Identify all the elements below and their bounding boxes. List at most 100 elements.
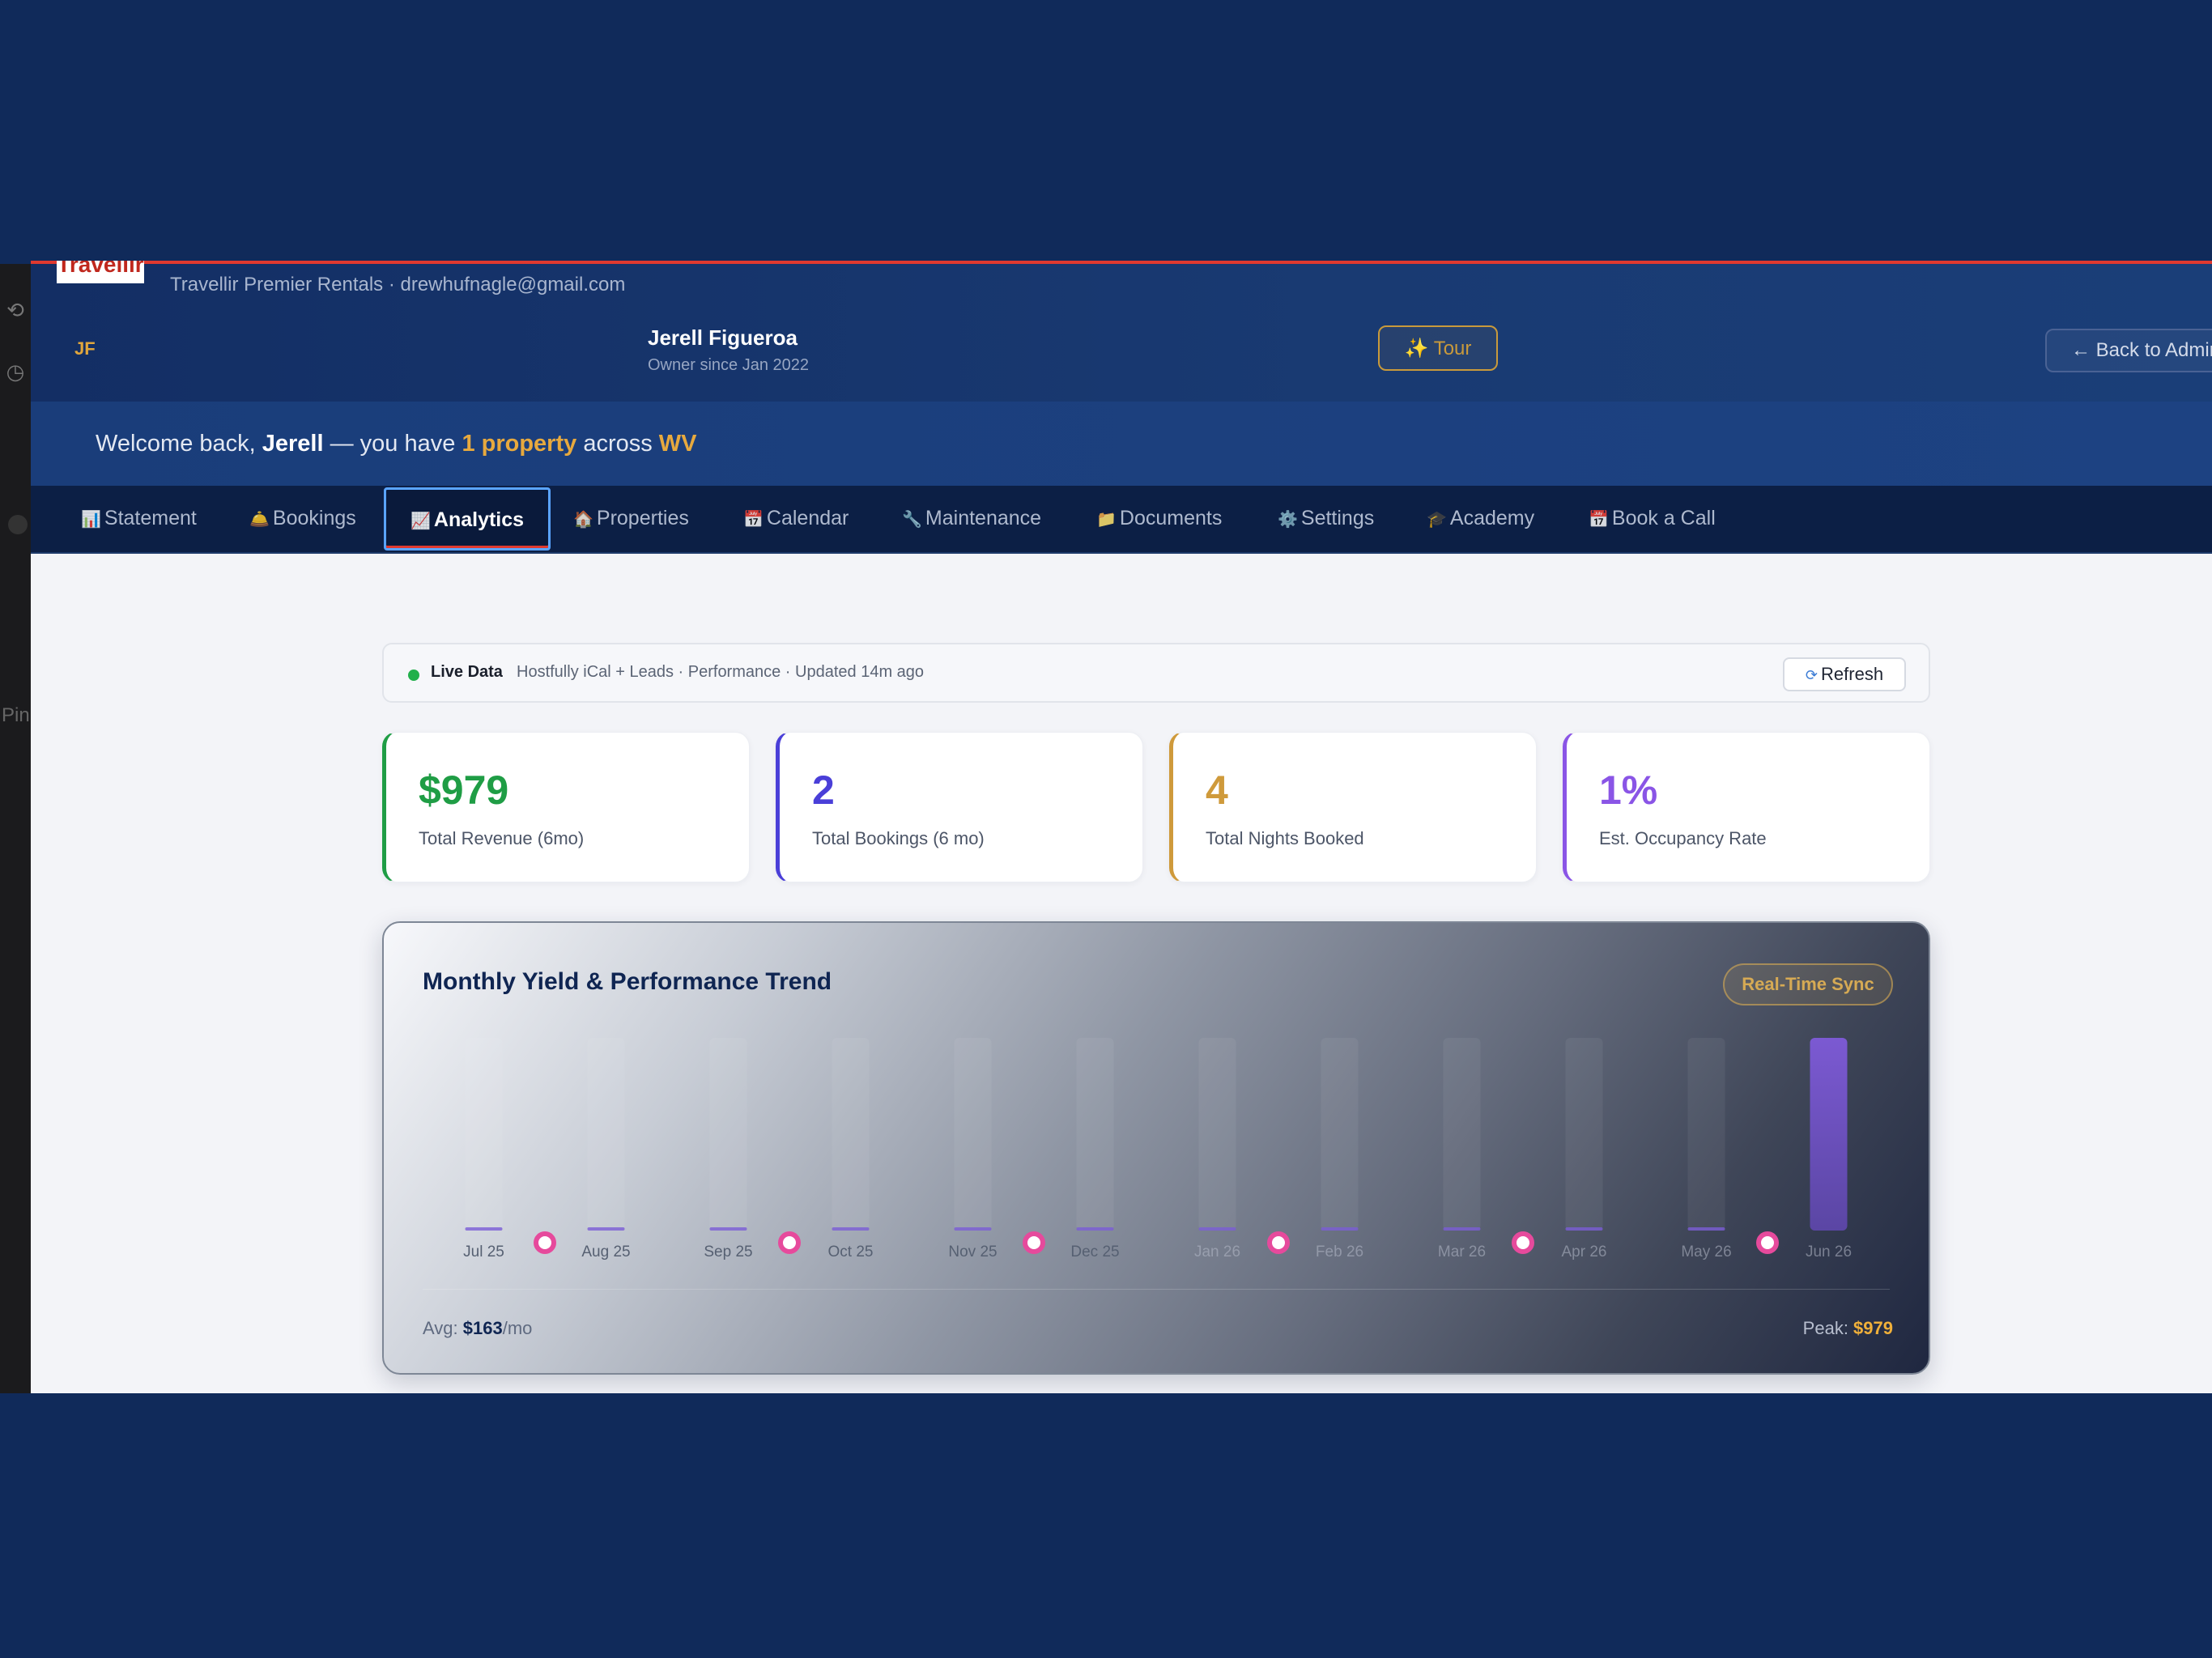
tab-analytics[interactable]: 📈 Analytics xyxy=(384,487,551,551)
tab-properties[interactable]: 🏠 Properties xyxy=(573,507,689,529)
tick-label: Oct 25 xyxy=(828,1244,874,1261)
bar-track xyxy=(832,1038,870,1231)
chart-icon: 📈 xyxy=(410,512,431,530)
stat-card-occupancy: 1% Est. Occupancy Rate xyxy=(1563,732,1930,882)
yield-trend-chart-card: Jul 25 Aug 25 Sep 25 Oct 25 Nov 25 Dec 25 Jan … xyxy=(382,921,1930,1375)
tick-label: Apr 26 xyxy=(1562,1244,1607,1261)
gear-icon: ⚙️ xyxy=(1278,511,1298,529)
welcome-banner: Welcome back, Jerell — you have 1 proper… xyxy=(31,402,2212,487)
bar-feb-26[interactable] xyxy=(1321,1227,1359,1231)
graduation-cap-icon: 🎓 xyxy=(1427,511,1447,529)
stat-card-revenue: $979 Total Revenue (6mo) xyxy=(382,732,750,882)
stat-label: Total Revenue (6mo) xyxy=(419,828,585,848)
owner-name: Jerell Figueroa xyxy=(648,325,798,350)
tab-bar: 📊 Statement 🛎️ Bookings 📈 Analytics 🏠 Proper… xyxy=(31,486,2212,554)
trend-point[interactable] xyxy=(534,1231,556,1254)
bar-sep-25[interactable] xyxy=(709,1227,747,1231)
bar-track xyxy=(1565,1038,1603,1231)
trend-point[interactable] xyxy=(1267,1231,1290,1254)
trend-point[interactable] xyxy=(1512,1231,1534,1254)
tick-label: Feb 26 xyxy=(1316,1244,1363,1261)
stat-value: $979 xyxy=(419,767,509,813)
stat-label: Total Bookings (6 mo) xyxy=(812,828,985,848)
bar-track xyxy=(1076,1038,1114,1231)
top-accent-line xyxy=(31,261,2212,264)
bar-nov-25[interactable] xyxy=(954,1227,992,1231)
bar-track xyxy=(587,1038,625,1231)
tick-label: Mar 26 xyxy=(1438,1244,1486,1261)
bar-jul-25[interactable] xyxy=(465,1227,503,1231)
bar-jan-26[interactable] xyxy=(1198,1227,1236,1231)
company-line: Travellir Premier Rentals · drewhufnagle… xyxy=(170,274,626,295)
tick-label: May 26 xyxy=(1681,1244,1731,1261)
bar-track xyxy=(1443,1038,1481,1231)
owner-portal: Travellir Travellir Premier Rentals · dr… xyxy=(31,261,2212,1393)
stat-value: 1% xyxy=(1599,767,1658,813)
bar-oct-25[interactable] xyxy=(832,1227,870,1231)
analytics-content: Live Data Hostfully iCal + Leads · Perfo… xyxy=(31,554,2212,1393)
tab-academy[interactable]: 🎓 Academy xyxy=(1427,507,1535,529)
owner-since: Owner since Jan 2022 xyxy=(648,356,810,374)
bar-mar-26[interactable] xyxy=(1443,1227,1481,1231)
bell-icon: 🛎️ xyxy=(249,511,270,529)
bar-aug-25[interactable] xyxy=(587,1227,625,1231)
clock-icon[interactable]: ◷ xyxy=(6,359,25,384)
tab-bookings[interactable]: 🛎️ Bookings xyxy=(249,507,356,529)
bar-dec-25[interactable] xyxy=(1076,1227,1114,1231)
bar-apr-26[interactable] xyxy=(1565,1227,1603,1231)
tick-label: Jan 26 xyxy=(1194,1244,1240,1261)
refresh-icon: ⟳ xyxy=(1805,667,1819,683)
portal-header: Travellir Travellir Premier Rentals · dr… xyxy=(31,261,2212,402)
tab-documents[interactable]: 📁 Documents xyxy=(1096,507,1223,529)
bar-track xyxy=(465,1038,503,1231)
wrench-icon: 🔧 xyxy=(902,511,922,529)
stat-card-bookings: 2 Total Bookings (6 mo) xyxy=(776,732,1143,882)
welcome-name: Jerell xyxy=(262,431,324,457)
tick-label: Jul 25 xyxy=(463,1244,504,1261)
stat-card-nights: 4 Total Nights Booked xyxy=(1169,732,1537,882)
tab-maintenance[interactable]: 🔧 Maintenance xyxy=(902,507,1042,529)
bar-track xyxy=(1198,1038,1236,1231)
tab-calendar[interactable]: 📅 Calendar xyxy=(743,507,849,529)
stat-value: 2 xyxy=(812,767,835,813)
calendar-icon: 📅 xyxy=(1589,511,1609,529)
folder-icon: 📁 xyxy=(1096,511,1117,529)
tab-statement[interactable]: 📊 Statement xyxy=(81,507,197,529)
side-toolbar: ⟲ ◷ Pin xyxy=(0,264,31,1393)
live-status-dot xyxy=(408,670,419,681)
bar-track xyxy=(954,1038,992,1231)
trend-point[interactable] xyxy=(1023,1231,1045,1254)
trend-point[interactable] xyxy=(778,1231,801,1254)
welcome-message: Welcome back, Jerell — you have 1 proper… xyxy=(96,431,697,457)
stat-label: Est. Occupancy Rate xyxy=(1599,828,1767,848)
bar-jun-26[interactable] xyxy=(1810,1038,1848,1231)
pin-label: Pin xyxy=(2,704,30,726)
tour-button[interactable]: ✨ Tour xyxy=(1378,325,1498,371)
bar-may-26[interactable] xyxy=(1687,1227,1725,1231)
calendar-icon: 📅 xyxy=(743,511,764,529)
brand-logo: Travellir xyxy=(57,261,144,283)
bar-track xyxy=(709,1038,747,1231)
tab-book-a-call[interactable]: 📅 Book a Call xyxy=(1589,507,1716,529)
region: WV xyxy=(658,431,697,457)
tab-settings[interactable]: ⚙️ Settings xyxy=(1278,507,1375,529)
dial-icon[interactable] xyxy=(8,515,28,534)
history-icon[interactable]: ⟲ xyxy=(6,298,24,322)
chart-title: Monthly Yield & Performance Trend xyxy=(423,968,832,995)
house-icon: 🏠 xyxy=(573,511,593,529)
tick-label: Jun 26 xyxy=(1806,1244,1852,1261)
real-time-sync-badge: Real-Time Sync xyxy=(1723,963,1893,1005)
yield-trend-chart: Jul 25 Aug 25 Sep 25 Oct 25 Nov 25 Dec 25 Jan … xyxy=(463,1038,1892,1261)
peak-value: $979 xyxy=(1853,1318,1893,1338)
tick-label: Nov 25 xyxy=(948,1244,997,1261)
property-count: 1 property xyxy=(462,431,577,457)
bar-track xyxy=(1687,1038,1725,1231)
refresh-button[interactable]: ⟳ Refresh xyxy=(1783,657,1906,691)
avatar: JF xyxy=(74,338,96,359)
stat-label: Total Nights Booked xyxy=(1206,828,1364,848)
live-description: Hostfully iCal + Leads · Performance · U… xyxy=(517,663,925,681)
back-to-admin-button[interactable]: ← Back to Admin xyxy=(2045,329,2212,372)
trend-point[interactable] xyxy=(1756,1231,1779,1254)
tick-label: Dec 25 xyxy=(1070,1244,1119,1261)
chart-divider xyxy=(423,1289,1890,1290)
